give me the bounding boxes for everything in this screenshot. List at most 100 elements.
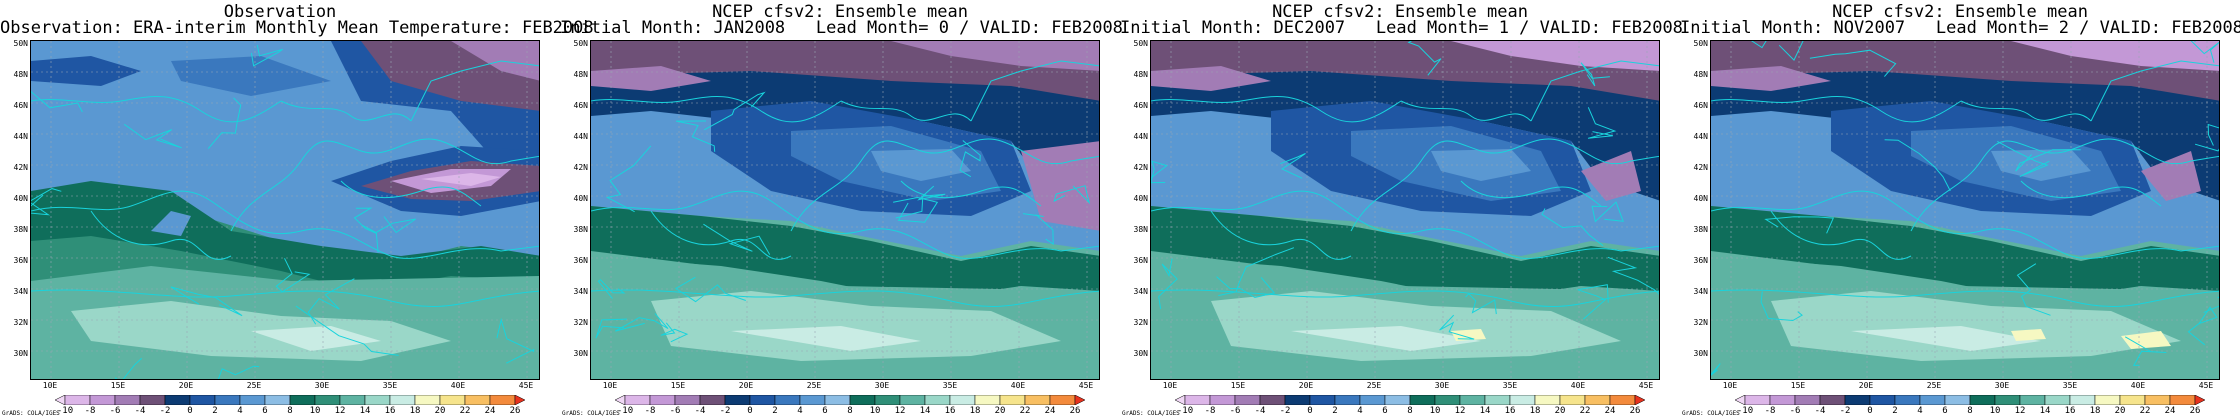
colorbar-swatch xyxy=(1209,395,1236,405)
colorbar-tick-label: 6 xyxy=(262,406,268,416)
colorbar-swatch xyxy=(1409,395,1436,405)
colorbar-swatch xyxy=(489,395,516,405)
coastline xyxy=(704,91,766,131)
colorbar-swatch xyxy=(1944,395,1971,405)
lat-tick-label: 40N xyxy=(13,194,28,203)
colorbar-swatch xyxy=(1049,395,1076,405)
lon-tick-label: 40E xyxy=(450,381,466,390)
colorbar-tick-label: 20 xyxy=(994,406,1006,416)
coastline xyxy=(1541,208,1604,247)
coastline xyxy=(1350,138,1659,232)
colorbar-swatch xyxy=(615,395,626,405)
colorbar-tick-label: -8 xyxy=(1204,406,1216,416)
colorbar-swatch xyxy=(724,395,751,405)
coastline xyxy=(790,138,1099,232)
colorbar-swatch xyxy=(1869,395,1896,405)
coastline xyxy=(605,145,652,213)
colorbar-swatch xyxy=(339,395,366,405)
colorbar-swatch xyxy=(64,395,91,405)
colorbar-tick-label: 0 xyxy=(1867,406,1873,416)
colorbar-swatch xyxy=(874,395,901,405)
colorbar-tick-label: 22 xyxy=(1579,406,1591,416)
colorbar-swatch xyxy=(2169,395,2196,405)
grads-credit: GrADS: COLA/IGES xyxy=(2,410,60,417)
lat-tick-label: 50N xyxy=(573,39,588,48)
coastline xyxy=(591,289,1099,307)
colorbar-tick-label: -8 xyxy=(644,406,656,416)
contour-region xyxy=(1291,326,1481,351)
colorbar-tick-label: 2 xyxy=(212,406,218,416)
coastline xyxy=(1997,140,2050,178)
coastline xyxy=(250,44,283,67)
colorbar-swatch xyxy=(1024,395,1051,405)
colorbar-swatch xyxy=(1894,395,1921,405)
lon-tick-label: 10E xyxy=(1162,381,1178,390)
colorbar-tick-label: 8 xyxy=(1407,406,1413,416)
colorbar-swatch xyxy=(849,395,876,405)
coastline xyxy=(1439,314,1475,340)
lon-tick-label: 45E xyxy=(1638,381,1654,390)
coastline xyxy=(970,60,1099,122)
lat-tick-label: 44N xyxy=(13,132,28,141)
panel-2: NCEP cfsv2: Ensemble mean Initial Month: … xyxy=(1120,0,1683,420)
colorbar-swatch xyxy=(164,395,191,405)
coastline xyxy=(1158,258,1178,309)
colorbar-swatch xyxy=(974,395,1001,405)
contour-region xyxy=(151,211,191,236)
colorbar-swatch xyxy=(799,395,826,405)
contour-region xyxy=(171,56,331,96)
panel-title: NCEP cfsv2: Ensemble mean Initial Month: … xyxy=(1120,4,1683,37)
lat-tick-label: 48N xyxy=(1133,70,1148,79)
contour-map-svg xyxy=(31,41,539,379)
colorbar-tick-label: -2 xyxy=(719,406,731,416)
coastline xyxy=(230,138,539,232)
lat-tick-label: 38N xyxy=(573,225,588,234)
colorbar-swatch xyxy=(2044,395,2071,405)
colorbar-swatch xyxy=(624,395,651,405)
colorbar-swatch xyxy=(674,395,701,405)
lon-tick-label: 15E xyxy=(1230,381,1246,390)
coastline xyxy=(650,210,792,260)
colorbar-swatch xyxy=(999,395,1026,405)
lat-tick-label: 30N xyxy=(573,349,588,358)
contour-region xyxy=(891,41,1099,71)
coastline xyxy=(674,276,746,303)
lat-tick-label: 42N xyxy=(1693,163,1708,172)
colorbar-swatch xyxy=(2019,395,2046,405)
contour-map-svg xyxy=(1711,41,2219,379)
colorbar-swatch xyxy=(239,395,266,405)
coastline xyxy=(1607,256,1659,295)
lat-tick-label: 38N xyxy=(13,225,28,234)
contour-region xyxy=(2011,329,2046,341)
colorbar-tick-label: 12 xyxy=(1454,406,1466,416)
coastline xyxy=(1750,41,1804,61)
contour-region xyxy=(1771,291,2181,361)
coastline xyxy=(1770,210,1912,260)
lon-tick-label: 10E xyxy=(602,381,618,390)
colorbar-tick-label: 4 xyxy=(797,406,803,416)
lon-tick-label: 20E xyxy=(738,381,754,390)
colorbar-tick-label: -2 xyxy=(1279,406,1291,416)
colorbar-tick-label: 26 xyxy=(1629,406,1641,416)
colorbar-tick-label: 4 xyxy=(237,406,243,416)
coastline xyxy=(959,140,981,178)
lon-tick-label: 25E xyxy=(1366,381,1382,390)
colorbar-tick-label: 8 xyxy=(1967,406,1973,416)
lat-tick-label: 30N xyxy=(1133,349,1148,358)
colorbar-tick-label: 10 xyxy=(309,406,321,416)
colorbar-swatch xyxy=(1259,395,1286,405)
coastline xyxy=(1711,96,1962,123)
colorbar-swatch xyxy=(899,395,926,405)
coastline xyxy=(362,216,416,234)
colorbar-swatch xyxy=(1919,395,1946,405)
colorbar-swatch xyxy=(2094,395,2121,405)
colorbar-swatch xyxy=(649,395,676,405)
lon-tick-label: 40E xyxy=(2130,381,2146,390)
lat-tick-label: 32N xyxy=(1133,318,1148,327)
coastline xyxy=(2016,263,2051,316)
lon-tick-label: 10E xyxy=(1722,381,1738,390)
temperature-map xyxy=(1150,40,1660,380)
colorbar-tick-label: -8 xyxy=(1764,406,1776,416)
colorbar xyxy=(615,395,1085,405)
colorbar-swatch xyxy=(1509,395,1536,405)
